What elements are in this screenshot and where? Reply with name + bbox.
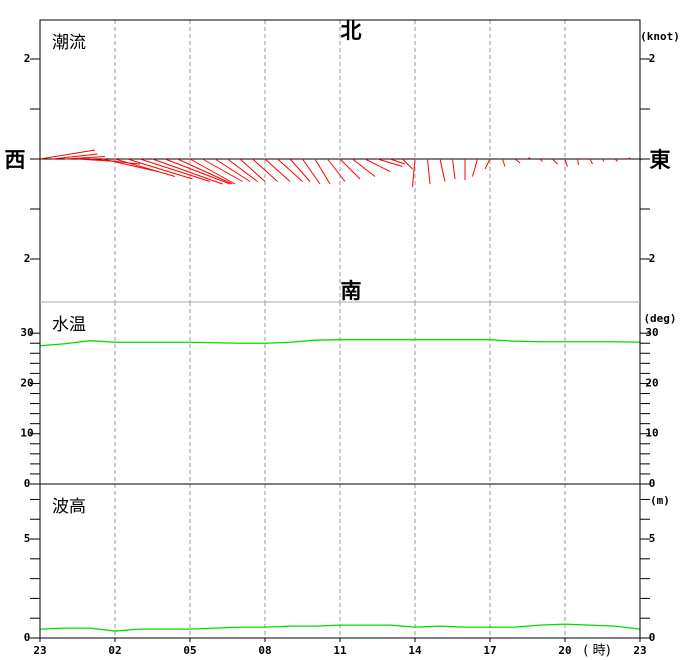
vector — [152, 158, 223, 185]
y-tick-label: 10 — [645, 427, 658, 440]
y-tick-label: 2 — [649, 252, 656, 265]
vector — [402, 158, 413, 170]
vector — [314, 158, 331, 185]
vector — [364, 158, 391, 172]
vector — [484, 158, 491, 170]
unit-label: (deg) — [643, 312, 676, 325]
vector — [577, 158, 579, 166]
vector — [527, 157, 531, 160]
y-tick-label: 2 — [24, 252, 31, 265]
vector — [472, 158, 478, 177]
vector — [552, 158, 558, 165]
vector — [412, 158, 416, 188]
vector — [64, 156, 106, 160]
north-label: 北 — [341, 19, 362, 43]
panel-title: 波高 — [52, 497, 86, 517]
vector — [214, 158, 251, 182]
vector — [264, 158, 291, 182]
vector — [514, 158, 521, 164]
vector — [202, 158, 243, 182]
vector — [589, 158, 593, 165]
vector — [277, 158, 303, 182]
x-tick-label: 05 — [183, 644, 196, 657]
x-tick-label: 11 — [333, 644, 347, 657]
vector — [189, 158, 236, 185]
x-tick-label: 23 — [33, 644, 46, 657]
vector — [39, 149, 96, 160]
vector — [614, 158, 618, 162]
vector — [539, 158, 543, 162]
y-tick-label: 5 — [24, 532, 31, 545]
x-tick-label: 14 — [408, 644, 422, 657]
east-label: 東 — [650, 148, 671, 172]
y-tick-label: 0 — [24, 477, 31, 490]
y-tick-label: 0 — [24, 631, 31, 644]
y-tick-label: 10 — [20, 427, 33, 440]
x-tick-label: 02 — [108, 644, 121, 657]
y-tick-label: 5 — [649, 532, 656, 545]
vector — [52, 153, 98, 160]
y-tick-label: 2 — [24, 52, 31, 65]
south-label: 南 — [341, 279, 362, 303]
vector — [239, 158, 266, 182]
west-label: 西 — [5, 148, 26, 172]
vector — [102, 158, 158, 172]
y-tick-label: 2 — [649, 52, 656, 65]
unit-label: (knot) — [640, 30, 680, 43]
line — [39, 623, 641, 632]
y-tick-label: 30 — [20, 326, 33, 339]
vector — [427, 158, 431, 185]
vector — [252, 158, 278, 182]
y-tick-label: 0 — [649, 631, 656, 644]
y-tick-label: 20 — [20, 376, 33, 389]
vector — [339, 158, 361, 180]
vector — [502, 158, 506, 167]
x-tick-label: 08 — [258, 644, 271, 657]
vector — [327, 158, 346, 182]
line — [39, 339, 641, 347]
x-tick-label: 17 — [483, 644, 496, 657]
y-tick-label: 30 — [645, 326, 658, 339]
y-tick-label: 0 — [649, 477, 656, 490]
x-tick-label: 20 — [558, 644, 571, 657]
x-axis-label: ( 時) — [583, 644, 610, 659]
panel-title: 潮流 — [52, 33, 86, 53]
vector — [602, 158, 605, 162]
y-tick-label: 20 — [645, 376, 658, 389]
vector — [164, 158, 231, 185]
x-tick-label: 23 — [633, 644, 646, 657]
unit-label: (m) — [650, 494, 670, 507]
vector — [114, 158, 176, 177]
vector — [139, 158, 211, 182]
vector — [439, 158, 446, 182]
vector — [302, 158, 321, 185]
vector — [352, 158, 376, 177]
vector — [452, 158, 456, 180]
vector — [627, 157, 631, 160]
vector — [377, 158, 403, 167]
vector — [177, 158, 233, 185]
vector — [127, 158, 193, 180]
panel-title: 水温 — [52, 315, 86, 335]
vector — [227, 158, 258, 182]
vector — [564, 158, 568, 167]
vector — [389, 158, 406, 165]
vector — [289, 158, 311, 182]
